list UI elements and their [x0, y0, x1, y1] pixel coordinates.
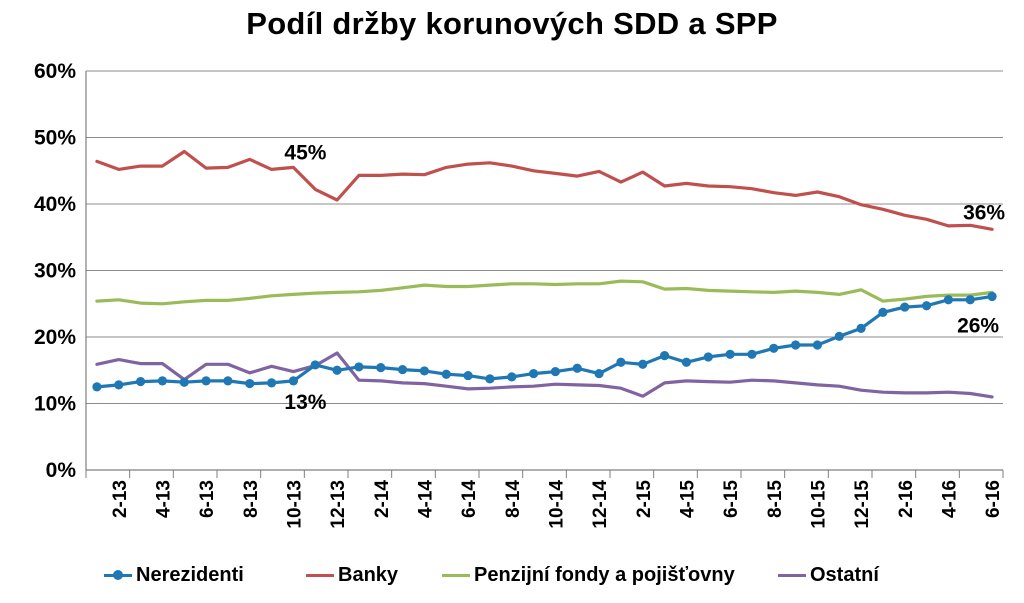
legend-swatch: [104, 569, 132, 580]
data-point-nerezidenti: [638, 359, 648, 369]
x-tick-label: 10-14: [546, 480, 567, 529]
x-tick-label: 6-16: [983, 480, 1004, 518]
x-tick-label: 6-13: [197, 480, 218, 518]
x-tick-label: 8-14: [503, 480, 524, 518]
data-point-nerezidenti: [834, 331, 844, 341]
data-point-nerezidenti: [965, 295, 975, 305]
x-tick-label: 4-16: [939, 480, 960, 518]
data-point-nerezidenti: [201, 376, 211, 386]
data-point-nerezidenti: [223, 376, 233, 386]
legend-marker: [113, 569, 123, 580]
series-line-penzijni-fondy-a-pojistovny: [95, 279, 994, 306]
x-tick-label: 4-15: [677, 480, 698, 518]
data-label: 26%: [957, 314, 999, 337]
chart-title: Podíl držby korunových SDD a SPP: [246, 6, 778, 41]
data-point-nerezidenti: [135, 376, 146, 387]
series-line-banky: [95, 149, 994, 231]
data-point-nerezidenti: [725, 349, 735, 359]
data-point-nerezidenti: [179, 377, 189, 387]
y-tick-label: 50%: [34, 127, 76, 150]
x-tick-label: 12-14: [590, 480, 611, 529]
y-tick-label: 40%: [34, 193, 76, 216]
x-tick-label: 6-15: [721, 480, 742, 518]
legend-label: Nerezidenti: [136, 563, 244, 586]
data-point-nerezidenti: [659, 351, 670, 361]
data-point-nerezidenti: [332, 365, 342, 375]
data-point-nerezidenti: [550, 366, 561, 377]
series-line-nerezidenti: [95, 294, 994, 389]
data-point-nerezidenti: [987, 291, 997, 302]
x-tick-label: 6-14: [459, 480, 480, 518]
data-point-nerezidenti: [703, 352, 713, 362]
data-point-nerezidenti: [376, 362, 386, 373]
legend-item: Nerezidenti: [104, 560, 244, 590]
series-layer: [92, 149, 997, 399]
data-point-nerezidenti: [528, 368, 539, 379]
data-point-nerezidenti: [485, 374, 495, 384]
y-tick-label: 0%: [46, 459, 77, 482]
legend-item: Ostatní: [778, 560, 879, 590]
legend-label: Penzijní fondy a pojišťovny: [474, 563, 735, 586]
data-label: 13%: [284, 391, 326, 414]
x-tick-label: 8-15: [765, 480, 786, 518]
legend-item: Banky: [306, 560, 398, 590]
y-tick-label: 10%: [34, 393, 76, 416]
y-axis: 0% 10% 20% 30% 40% 50% 60%: [34, 60, 87, 482]
data-point-nerezidenti: [441, 369, 451, 379]
x-tick-label: 12-13: [328, 480, 349, 529]
data-point-nerezidenti: [507, 372, 517, 382]
gridlines: [86, 70, 1003, 404]
x-tick-label: 8-13: [241, 480, 262, 518]
data-point-nerezidenti: [769, 343, 779, 353]
y-tick-label: 30%: [34, 260, 76, 283]
data-point-nerezidenti: [943, 295, 954, 305]
legend-label: Ostatní: [810, 563, 879, 586]
data-point-nerezidenti: [463, 370, 473, 381]
x-axis: 2-13 4-13 6-13 8-13 10-13 12-13 2-14 4-14 6-14 8-…: [85, 469, 1004, 529]
data-point-nerezidenti: [266, 378, 277, 388]
legend-swatch: [778, 573, 806, 577]
annotation-layer: 45% 13% 36% 26%: [284, 141, 1005, 413]
series-line-ostatni: [95, 351, 994, 399]
data-point-nerezidenti: [114, 380, 124, 390]
x-tick-label: 10-15: [808, 480, 829, 529]
data-point-nerezidenti: [856, 323, 866, 333]
data-point-nerezidenti: [397, 364, 408, 375]
x-tick-label: 2-16: [896, 480, 917, 518]
x-tick-label: 12-15: [852, 480, 873, 529]
data-label: 36%: [963, 201, 1005, 224]
x-tick-label: 2-14: [372, 480, 393, 518]
data-point-nerezidenti: [921, 301, 932, 311]
data-point-nerezidenti: [354, 362, 364, 372]
data-point-nerezidenti: [594, 368, 604, 379]
y-tick-label: 60%: [34, 60, 76, 83]
data-point-nerezidenti: [572, 363, 582, 373]
data-point-nerezidenti: [419, 366, 430, 376]
x-tick-label: 10-13: [284, 480, 305, 529]
data-point-nerezidenti: [92, 382, 102, 392]
data-point-nerezidenti: [288, 376, 299, 386]
data-point-nerezidenti: [747, 349, 757, 359]
legend-label: Banky: [338, 563, 399, 586]
data-point-nerezidenti: [157, 376, 168, 386]
data-point-nerezidenti: [790, 340, 801, 350]
legend-item: Penzijní fondy a pojišťovny: [442, 560, 735, 590]
data-point-nerezidenti: [616, 357, 626, 367]
data-point-nerezidenti: [900, 302, 910, 312]
x-tick-label: 2-13: [110, 480, 131, 518]
data-point-nerezidenti: [245, 378, 255, 389]
y-tick-label: 20%: [34, 326, 76, 349]
line-chart: 0% 10% 20% 30% 40% 50% 60% 2-13 4-13 6-13 8-13 10-…: [34, 60, 1005, 529]
data-point-nerezidenti: [878, 307, 888, 317]
x-tick-label: 2-15: [634, 480, 655, 518]
data-point-nerezidenti: [812, 340, 823, 350]
x-tick-label: 4-14: [415, 480, 436, 518]
legend-swatch: [306, 573, 334, 577]
x-tick-label: 4-13: [153, 480, 174, 518]
legend: Nerezidenti Banky Penzijní fondy a pojišťo…: [0, 560, 1024, 590]
data-point-nerezidenti: [681, 357, 692, 367]
data-label: 45%: [284, 141, 326, 164]
data-point-nerezidenti: [310, 360, 320, 370]
legend-swatch: [442, 573, 470, 577]
